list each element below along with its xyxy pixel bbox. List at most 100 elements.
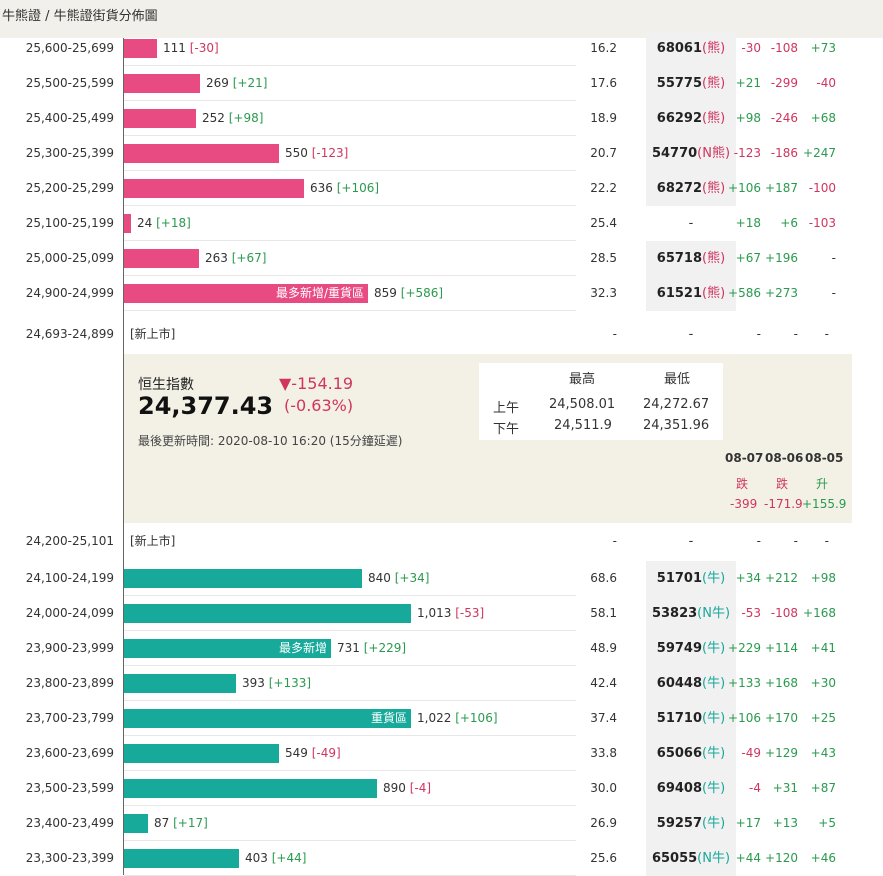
count-delta: [-4]	[409, 781, 432, 795]
warrant-code-cell[interactable]: 68061(熊)	[646, 31, 736, 66]
warrant-code-cell[interactable]: 55775(熊)	[646, 66, 736, 101]
warrant-code-cell[interactable]: 65055(N牛)	[646, 841, 736, 876]
outstanding-bar[interactable]	[124, 179, 304, 198]
row-separator	[124, 100, 576, 101]
pm-label: 下午	[493, 422, 520, 437]
outstanding-bar[interactable]	[124, 674, 236, 693]
outstanding-bar[interactable]	[124, 814, 148, 833]
bar-label: 最多新增/重貨區	[275, 286, 364, 300]
code-cell: -	[688, 327, 694, 342]
warrant-code-cell[interactable]: 66292(熊)	[646, 101, 736, 136]
warrant-code[interactable]: 65718	[656, 251, 703, 266]
warrant-code[interactable]: 59257	[656, 816, 703, 831]
row-separator	[124, 805, 576, 806]
count-value: 269	[206, 76, 229, 90]
bull-table-row: 24,100-24,199 840 [+34] 68.6 51701(牛) +34 +21…	[0, 561, 883, 596]
warrant-type: (牛)	[702, 816, 726, 831]
outstanding-bar[interactable]	[124, 144, 279, 163]
warrant-type: (牛)	[702, 746, 726, 761]
outstanding-bar[interactable]	[124, 249, 199, 268]
count-delta: [-30]	[189, 41, 219, 55]
count-label: 111 [-30]	[163, 31, 219, 66]
new-listing-label: [新上市]	[130, 534, 176, 548]
outstanding-bar[interactable]	[124, 779, 377, 798]
warrant-code[interactable]: -	[688, 216, 694, 231]
warrant-code[interactable]: 66292	[656, 111, 703, 126]
warrant-code-cell[interactable]: 51701(牛)	[646, 561, 736, 596]
warrant-type: (熊)	[702, 181, 726, 196]
bear-table-row: 25,300-25,399 550 [-123] 20.7 54770(N熊) -123…	[0, 136, 883, 171]
count-label: 263 [+67]	[205, 241, 266, 276]
row-separator	[124, 840, 576, 841]
warrant-type: (牛)	[702, 781, 726, 796]
warrant-code[interactable]: 68061	[656, 41, 703, 56]
change-day1: +133	[728, 676, 761, 690]
warrant-code[interactable]: 65066	[656, 746, 703, 761]
change-day3: -	[824, 534, 829, 548]
warrant-code[interactable]: 59749	[656, 641, 703, 656]
warrant-code-cell[interactable]: 51710(牛)	[646, 701, 736, 736]
warrant-code-cell[interactable]: 59749(牛)	[646, 631, 736, 666]
pct-cell: 30.0	[590, 781, 617, 795]
outstanding-bar[interactable]: 最多新增/重貨區	[124, 284, 368, 303]
warrant-code-cell[interactable]: 53823(N牛)	[646, 596, 736, 631]
warrant-code[interactable]: 65055	[651, 851, 698, 866]
outstanding-bar[interactable]	[124, 39, 157, 58]
outstanding-bar[interactable]	[124, 849, 239, 868]
warrant-type: (牛)	[702, 641, 726, 656]
outstanding-bar[interactable]	[124, 604, 411, 623]
warrant-code-cell[interactable]: 54770(N熊)	[646, 136, 736, 171]
change-day3: +46	[810, 851, 836, 865]
warrant-code[interactable]: 51710	[656, 711, 703, 726]
warrant-code-cell[interactable]: 61521(熊)	[646, 276, 736, 311]
warrant-code-cell[interactable]: 60448(牛)	[646, 666, 736, 701]
change-day2: +187	[765, 181, 798, 195]
count-delta: [-49]	[311, 746, 341, 760]
warrant-code-cell[interactable]: 65718(熊)	[646, 241, 736, 276]
warrant-code-cell[interactable]: 65066(牛)	[646, 736, 736, 771]
history-value-2: -171.9	[764, 497, 803, 511]
warrant-code[interactable]: 51701	[656, 571, 703, 586]
row-separator	[124, 665, 576, 666]
count-delta: [-53]	[455, 606, 485, 620]
count-delta: [+106]	[455, 711, 498, 725]
change-day1: +98	[735, 111, 761, 125]
outstanding-bar[interactable]: 最多新增	[124, 639, 331, 658]
outstanding-bar[interactable]: 重貨區	[124, 709, 411, 728]
warrant-code[interactable]: 60448	[656, 676, 703, 691]
outstanding-bar[interactable]	[124, 214, 131, 233]
count-label: 393 [+133]	[242, 666, 311, 701]
outstanding-bar[interactable]	[124, 744, 279, 763]
change-day2: +196	[765, 251, 798, 265]
bear-table-row: 25,600-25,699 111 [-30] 16.2 68061(熊) -30 -10…	[0, 31, 883, 66]
warrant-code-cell[interactable]: 68272(熊)	[646, 171, 736, 206]
warrant-code[interactable]: 55775	[656, 76, 703, 91]
row-separator	[124, 65, 576, 66]
outstanding-bar[interactable]	[124, 74, 200, 93]
am-low: 24,272.67	[643, 397, 710, 412]
count-value: 393	[242, 676, 265, 690]
warrant-code[interactable]: 69408	[656, 781, 703, 796]
pct-cell: 25.6	[590, 851, 617, 865]
change-day2: +273	[765, 286, 798, 300]
count-label: 859 [+586]	[374, 276, 443, 311]
index-name: 恒生指數	[138, 377, 194, 393]
row-separator	[124, 240, 576, 241]
change-day3: +25	[810, 711, 836, 725]
warrant-code-cell[interactable]: -	[646, 206, 736, 241]
warrant-code[interactable]: 53823	[651, 606, 698, 621]
outstanding-bar[interactable]	[124, 109, 196, 128]
change-day2: +31	[772, 781, 798, 795]
warrant-code-cell[interactable]: 69408(牛)	[646, 771, 736, 806]
change-day1: +44	[735, 851, 761, 865]
pct-cell: 33.8	[590, 746, 617, 760]
bull-table-row: 23,500-23,599 890 [-4] 30.0 69408(牛) -4 +31 +8…	[0, 771, 883, 806]
count-value: 890	[383, 781, 406, 795]
warrant-code[interactable]: 54770	[651, 146, 698, 161]
breadcrumb[interactable]: 牛熊證 / 牛熊證街貨分佈圖	[0, 0, 883, 38]
warrant-code[interactable]: 61521	[656, 286, 703, 301]
warrant-code-cell[interactable]: 59257(牛)	[646, 806, 736, 841]
warrant-code[interactable]: 68272	[656, 181, 703, 196]
outstanding-bar[interactable]	[124, 569, 362, 588]
range-label: 24,200-25,101	[25, 534, 114, 548]
